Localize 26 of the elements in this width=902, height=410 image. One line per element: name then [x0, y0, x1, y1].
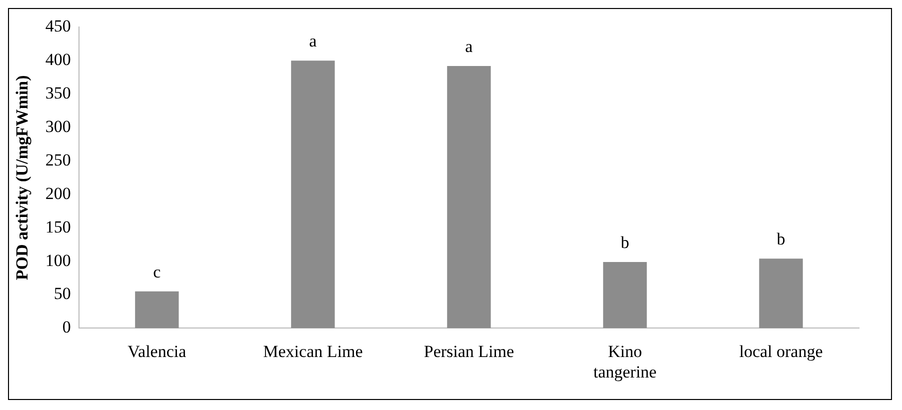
bar	[447, 66, 491, 328]
y-tick-label: 0	[62, 318, 71, 337]
annotation: b	[776, 230, 786, 249]
y-tick-label: 350	[45, 84, 71, 103]
y-tick-label: 300	[45, 117, 71, 136]
bar	[291, 60, 335, 328]
y-tick-label: 200	[45, 184, 71, 203]
x-tick-label: local orange	[739, 342, 823, 361]
x-tick-label: Kino tangerine	[593, 342, 657, 382]
bar	[135, 291, 179, 328]
y-tick-label: 100	[45, 250, 71, 270]
x-tick-label: Persian Lime	[424, 342, 514, 361]
x-tick-label: Mexican Lime	[263, 342, 363, 361]
y-tick-label: 150	[45, 217, 71, 236]
x-tick-label: Valencia	[128, 342, 187, 361]
bar	[603, 262, 647, 328]
y-tick-label: 250	[45, 150, 71, 170]
y-axis-title: POD activity (U/mgFWmin)	[12, 75, 32, 280]
y-tick-label: 400	[45, 50, 71, 70]
annotation: a	[309, 32, 318, 51]
annotation: b	[620, 232, 630, 252]
y-tick-label: 450	[45, 16, 71, 36]
annotation: c	[153, 262, 162, 282]
annotation: a	[465, 36, 474, 56]
y-tick-label: 50	[54, 284, 71, 304]
bar	[759, 258, 803, 328]
